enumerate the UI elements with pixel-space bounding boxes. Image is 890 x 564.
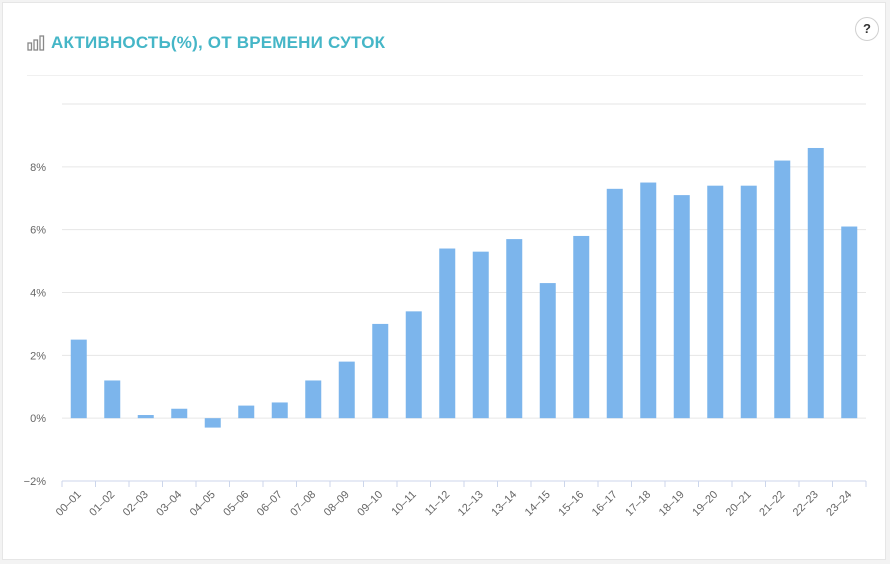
bar-01–02 [104, 380, 121, 419]
help-button[interactable]: ? [855, 17, 879, 41]
x-tick-label: 00–01 [54, 489, 84, 519]
bar-10–11 [405, 311, 422, 419]
y-tick-label: 2% [30, 350, 46, 362]
bar-18–19 [673, 195, 690, 419]
x-tick-label: 23–24 [824, 489, 854, 519]
x-tick-label: 12–13 [456, 489, 486, 519]
y-tick-label: 8% [30, 162, 46, 174]
bar-12–13 [472, 251, 489, 419]
x-tick-label: 18–19 [657, 489, 687, 519]
x-tick-label: 06–07 [255, 489, 285, 519]
x-tick-label: 02–03 [121, 489, 151, 519]
y-tick-label: 4% [30, 288, 46, 300]
x-tick-label: 11–12 [423, 489, 453, 519]
y-tick-label: 0% [30, 413, 46, 425]
bar-23–24 [841, 226, 858, 419]
question-icon: ? [863, 21, 871, 36]
bar-07–08 [305, 380, 322, 419]
bar-16–17 [606, 188, 623, 419]
bar-05–06 [238, 405, 255, 419]
x-tick-label: 05–06 [221, 489, 251, 519]
x-tick-label: 10–11 [389, 489, 419, 519]
x-tick-label: 13–14 [489, 489, 519, 519]
bar-09–10 [372, 323, 389, 419]
x-tick-label: 04–05 [188, 489, 218, 519]
bar-11–12 [439, 248, 456, 419]
header-divider [27, 75, 863, 76]
page-title: АКТИВНОСТЬ(%), ОТ ВРЕМЕНИ СУТОК [51, 33, 386, 52]
bar-19–20 [707, 185, 724, 419]
x-tick-label: 09–10 [355, 489, 385, 519]
bar-22–23 [807, 147, 824, 419]
bar-04–05 [204, 418, 221, 428]
x-tick-label: 16–17 [590, 489, 620, 519]
bar-08–09 [338, 361, 355, 419]
bar-14–15 [539, 283, 556, 419]
x-tick-label: 14–15 [523, 489, 553, 519]
x-tick-label: 03–04 [154, 489, 184, 519]
x-tick-label: 19–20 [690, 489, 720, 519]
bar-17–18 [640, 182, 657, 419]
bar-06–07 [271, 402, 288, 419]
x-tick-label: 20–21 [724, 489, 754, 519]
x-tick-label: 08–09 [322, 489, 352, 519]
bar-03–04 [171, 408, 188, 419]
x-tick-label: 22–23 [791, 489, 821, 519]
bar-20–21 [740, 185, 757, 419]
x-tick-label: 17–18 [623, 489, 653, 519]
card-header: АКТИВНОСТЬ(%), ОТ ВРЕМЕНИ СУТОК [27, 33, 385, 53]
bar-15–16 [573, 235, 590, 419]
x-tick-label: 15–16 [556, 489, 586, 519]
x-tick-label: 01–02 [87, 489, 117, 519]
x-tick-label: 07–08 [288, 489, 318, 519]
bar-21–22 [774, 160, 791, 419]
bar-02–03 [137, 415, 154, 419]
y-tick-label: −2% [24, 476, 47, 488]
bar-13–14 [506, 239, 523, 419]
x-tick-label: 21–22 [757, 489, 787, 519]
bar-chart-icon [27, 35, 45, 51]
bar-00–01 [70, 339, 87, 419]
y-tick-label: 6% [30, 225, 46, 237]
